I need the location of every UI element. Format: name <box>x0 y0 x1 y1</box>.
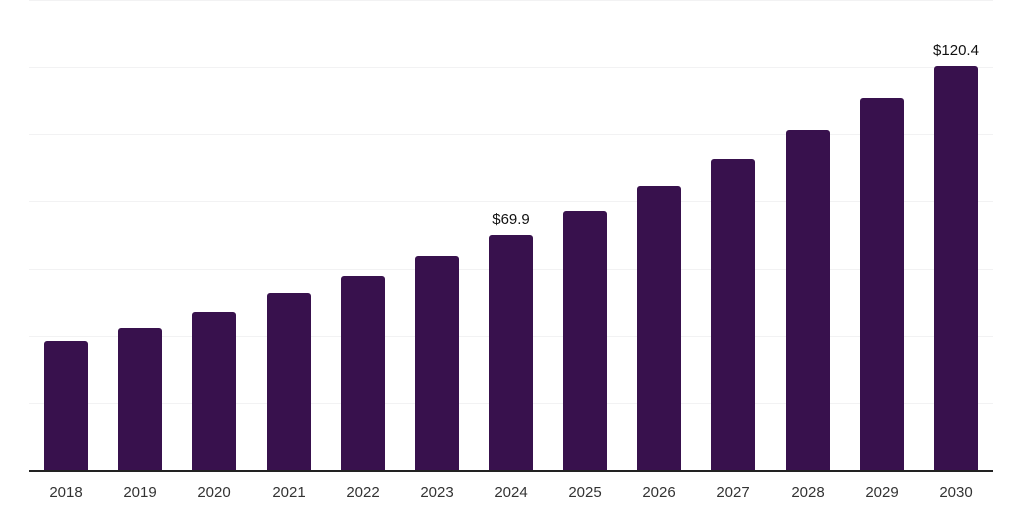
gridline-80 <box>29 201 993 202</box>
bar-2026[interactable] <box>637 186 681 470</box>
value-label-2024: $69.9 <box>492 211 530 228</box>
bar-2021[interactable] <box>267 293 311 470</box>
gridline-140 <box>29 0 993 1</box>
x-tick-label-2030: 2030 <box>939 484 973 501</box>
bar-2027[interactable] <box>711 159 755 470</box>
x-tick-label-2019: 2019 <box>123 484 157 501</box>
bar-2019[interactable] <box>118 328 162 470</box>
x-tick-label-2028: 2028 <box>791 484 825 501</box>
x-tick-label-2022: 2022 <box>346 484 380 501</box>
bar-2024[interactable] <box>489 235 533 470</box>
bar-2025[interactable] <box>563 211 607 470</box>
x-tick-label-2027: 2027 <box>716 484 750 501</box>
bar-2020[interactable] <box>192 312 236 470</box>
x-axis-line <box>29 470 993 472</box>
x-tick-label-2025: 2025 <box>568 484 602 501</box>
bar-2018[interactable] <box>44 341 88 470</box>
x-tick-label-2026: 2026 <box>642 484 676 501</box>
bar-2029[interactable] <box>860 98 904 470</box>
plot-area: $69.9 $120.4 <box>29 0 993 472</box>
x-tick-label-2020: 2020 <box>197 484 231 501</box>
x-tick-label-2029: 2029 <box>865 484 899 501</box>
bar-2030[interactable] <box>934 66 978 470</box>
bar-2028[interactable] <box>786 130 830 470</box>
x-tick-label-2018: 2018 <box>49 484 83 501</box>
x-tick-label-2024: 2024 <box>494 484 528 501</box>
value-label-2030: $120.4 <box>933 42 979 59</box>
bar-2023[interactable] <box>415 256 459 470</box>
gridline-100 <box>29 134 993 135</box>
x-tick-label-2023: 2023 <box>420 484 454 501</box>
x-tick-label-2021: 2021 <box>272 484 306 501</box>
gridline-120 <box>29 67 993 68</box>
bar-2022[interactable] <box>341 276 385 470</box>
